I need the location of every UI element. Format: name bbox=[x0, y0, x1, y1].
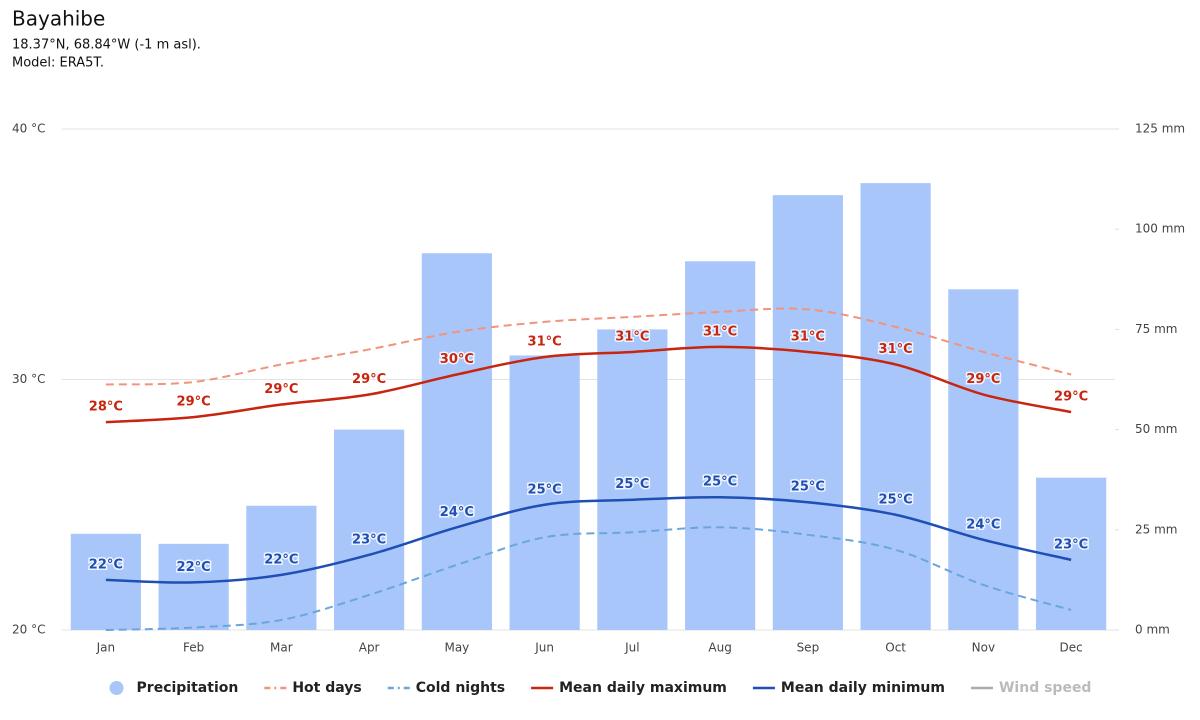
bar bbox=[509, 355, 580, 630]
x-tick-label: Jul bbox=[624, 641, 639, 655]
y2-tick-label: 75 mm bbox=[1135, 322, 1177, 336]
x-tick-label: Feb bbox=[183, 641, 204, 655]
legend-marker bbox=[109, 681, 124, 695]
data-label: 29°C bbox=[264, 382, 298, 397]
y2-tick-label: 0 mm bbox=[1135, 623, 1170, 637]
bar bbox=[158, 543, 229, 630]
legend-item[interactable]: Mean daily maximum bbox=[531, 680, 727, 696]
legend-label: Wind speed bbox=[999, 680, 1091, 696]
bar bbox=[685, 261, 756, 630]
data-label: 29°C bbox=[966, 372, 1000, 387]
legend-item[interactable]: Mean daily minimum bbox=[752, 680, 945, 696]
data-label: 22°C bbox=[177, 560, 211, 575]
data-label: 24°C bbox=[966, 517, 1000, 532]
legend-label: Mean daily maximum bbox=[559, 680, 727, 696]
y-tick-label: 30 °C bbox=[12, 372, 45, 386]
data-label: 29°C bbox=[177, 395, 211, 410]
x-tick-label: Dec bbox=[1060, 641, 1083, 655]
bar bbox=[421, 253, 492, 631]
bar bbox=[246, 505, 317, 630]
bar bbox=[597, 329, 668, 630]
data-label: 25°C bbox=[703, 475, 737, 490]
data-label: 25°C bbox=[528, 482, 562, 497]
legend-label: Precipitation bbox=[137, 680, 239, 696]
y-tick-label: 20 °C bbox=[12, 623, 45, 637]
x-tick-label: Apr bbox=[359, 641, 380, 655]
data-label: 31°C bbox=[879, 342, 913, 357]
data-label: 23°C bbox=[1054, 537, 1088, 552]
y-tick-label: 40 °C bbox=[12, 122, 45, 136]
data-label: 29°C bbox=[1054, 390, 1088, 405]
data-label: 30°C bbox=[440, 352, 474, 367]
legend-label: Mean daily minimum bbox=[781, 680, 945, 696]
bar bbox=[772, 195, 843, 630]
line bbox=[105, 526, 1072, 631]
data-label: 31°C bbox=[615, 329, 649, 344]
legend-label: Hot days bbox=[292, 680, 361, 696]
y2-tick-label: 125 mm bbox=[1135, 122, 1185, 136]
x-tick-label: May bbox=[444, 641, 469, 655]
bar bbox=[860, 183, 931, 630]
legend-label: Cold nights bbox=[416, 680, 505, 696]
data-label: 31°C bbox=[791, 329, 825, 344]
subtitle: Model: ERA5T. bbox=[12, 56, 104, 71]
legend-item[interactable]: Cold nights bbox=[387, 680, 505, 696]
line bbox=[105, 495, 1072, 584]
line bbox=[105, 345, 1072, 424]
data-label: 23°C bbox=[352, 532, 386, 547]
legend: Precipitation Hot days Cold nights Mean dai… bbox=[109, 680, 1091, 696]
bar bbox=[334, 429, 405, 630]
legend-item[interactable]: Wind speed bbox=[970, 680, 1091, 696]
y2-tick-label: 25 mm bbox=[1135, 522, 1177, 536]
x-tick-label: Nov bbox=[972, 641, 995, 655]
legend-item[interactable]: Precipitation bbox=[109, 680, 239, 696]
data-label: 25°C bbox=[791, 480, 825, 495]
legend-item[interactable]: Hot days bbox=[264, 680, 362, 696]
data-label: 22°C bbox=[264, 552, 298, 567]
data-label: 24°C bbox=[440, 505, 474, 520]
data-label: 25°C bbox=[879, 492, 913, 507]
data-label: 28°C bbox=[89, 400, 123, 415]
line bbox=[105, 307, 1072, 386]
data-label: 31°C bbox=[703, 324, 737, 339]
x-tick-label: Jun bbox=[534, 641, 554, 655]
x-tick-label: Sep bbox=[797, 641, 820, 655]
data-label: 22°C bbox=[89, 557, 123, 572]
x-tick-label: Oct bbox=[885, 641, 906, 655]
chart-title: Bayahibe bbox=[12, 7, 105, 31]
subtitle: 18.37°N, 68.84°W (-1 m asl). bbox=[12, 38, 201, 53]
y2-tick-label: 50 mm bbox=[1135, 422, 1177, 436]
x-tick-label: Aug bbox=[708, 641, 731, 655]
data-label: 29°C bbox=[352, 372, 386, 387]
data-label: 25°C bbox=[615, 477, 649, 492]
y2-tick-label: 100 mm bbox=[1135, 222, 1185, 236]
data-label: 31°C bbox=[528, 334, 562, 349]
x-tick-label: Mar bbox=[270, 641, 293, 655]
x-tick-label: Jan bbox=[96, 641, 116, 655]
bar bbox=[948, 289, 1019, 630]
